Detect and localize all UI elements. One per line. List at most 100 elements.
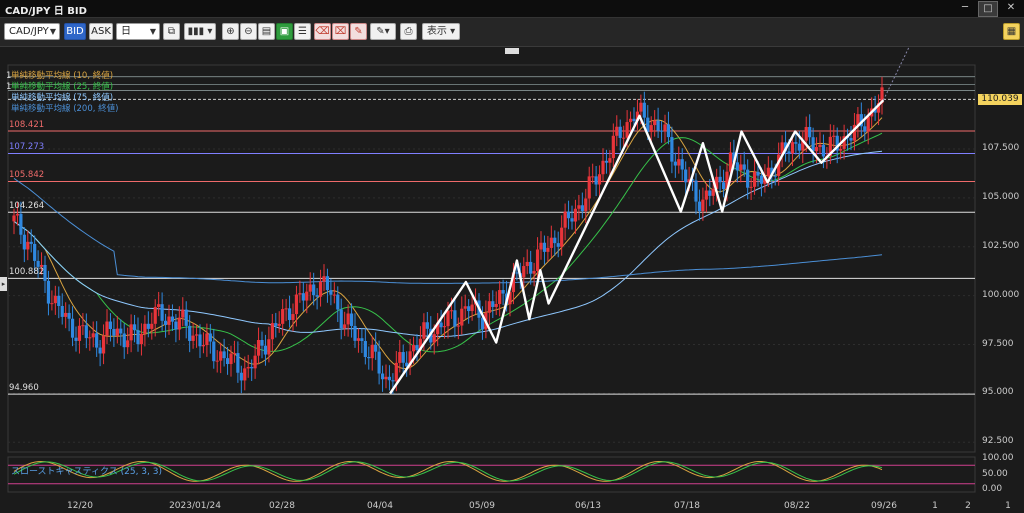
candle <box>436 322 440 335</box>
candle <box>81 325 85 327</box>
candle <box>790 142 795 154</box>
x-tick-label: 09/26 <box>871 501 897 511</box>
zoom-in-icon[interactable]: ⊕ <box>222 23 239 40</box>
grid-settings-icon[interactable]: ▦ <box>1003 23 1020 40</box>
zoom-out-icon[interactable]: ⊖ <box>240 23 257 40</box>
stoch-tick-label: 0.00 <box>982 484 1003 494</box>
draw-clear-icon[interactable]: ⌧ <box>332 23 349 40</box>
legend-sma-200: 単純移動平均線 (200, 終値) <box>11 104 118 115</box>
candle <box>425 322 429 329</box>
layout-icon[interactable]: ▤ <box>258 23 275 40</box>
candle <box>284 308 288 310</box>
x-tick-label: 06/13 <box>575 501 601 511</box>
candle <box>759 175 764 184</box>
screenshot-icon[interactable]: ⎙ <box>400 23 417 40</box>
candle <box>418 338 423 351</box>
candle <box>511 272 516 293</box>
candle <box>604 160 609 163</box>
candle <box>250 366 254 369</box>
symbol-select[interactable]: CAD/JPY ▼ <box>4 23 60 40</box>
candle <box>553 237 557 244</box>
candle <box>318 281 323 297</box>
x-tick-label: 02/28 <box>269 501 295 511</box>
candle <box>849 138 853 141</box>
candle <box>608 158 612 163</box>
candle <box>625 122 629 138</box>
candle <box>711 188 715 196</box>
candle <box>332 294 336 296</box>
candle <box>253 355 257 369</box>
display-menu-button[interactable]: 表示 ▾ <box>422 23 460 40</box>
panel-list-icon[interactable]: ☰ <box>294 23 311 40</box>
candle <box>467 306 471 312</box>
x-tick-label: 2023/01/24 <box>169 501 221 511</box>
bid-button[interactable]: BID <box>64 23 86 40</box>
candle <box>635 111 640 122</box>
candle <box>794 142 798 144</box>
pen-tool-button[interactable]: ✎▾ <box>370 23 396 40</box>
candle <box>194 334 199 336</box>
candle <box>684 169 688 183</box>
pen-icon: ✎ <box>376 26 385 37</box>
candle <box>84 325 88 339</box>
candle <box>773 175 777 177</box>
price-line-label: 100.882 <box>9 267 45 278</box>
candle <box>398 352 402 363</box>
candle <box>873 108 877 113</box>
ask-button[interactable]: ASK <box>89 23 113 40</box>
candle <box>188 325 192 341</box>
top-collapse-handle[interactable] <box>505 48 519 54</box>
candle <box>256 339 261 356</box>
candle <box>287 308 292 320</box>
candle <box>777 154 781 176</box>
minimize-button[interactable]: ─ <box>961 2 969 13</box>
candle <box>525 261 529 267</box>
candle <box>322 276 326 282</box>
period-select-value: 日 <box>121 26 131 37</box>
stochastic-label: スローストキャスティクス (25, 3, 3) <box>11 467 162 477</box>
candle <box>487 301 491 313</box>
candle <box>160 304 164 321</box>
maximize-button[interactable]: □ <box>978 1 998 17</box>
candle <box>312 284 316 296</box>
side-collapse-handle[interactable]: ▸ <box>0 277 7 291</box>
candle <box>394 362 398 382</box>
draw-delete-icon[interactable]: ⌫ <box>314 23 331 40</box>
candle <box>415 345 419 351</box>
candle <box>105 321 109 336</box>
candle <box>53 295 57 304</box>
period-select[interactable]: 日 ▼ <box>116 23 160 40</box>
current-price-tag: 110.039 <box>978 94 1022 106</box>
compare-icon[interactable]: ⧉ <box>163 23 180 40</box>
candle <box>29 241 33 244</box>
candle <box>263 345 268 355</box>
candle <box>735 162 739 171</box>
candle <box>649 125 653 132</box>
candle <box>535 249 540 271</box>
window-title: CAD/JPY 日 BID <box>5 6 87 17</box>
x-tick-label: 12/20 <box>67 501 93 511</box>
candle <box>659 130 664 132</box>
candle <box>715 176 719 189</box>
symbol-select-value: CAD/JPY <box>9 26 49 37</box>
candle <box>618 126 622 138</box>
candle <box>36 260 40 267</box>
candle <box>219 351 223 361</box>
stoch-d-line <box>13 461 883 482</box>
draw-eraser-icon[interactable]: ✎ <box>350 23 367 40</box>
candle <box>60 305 64 317</box>
panel-toggle-icon[interactable]: ▣ <box>276 23 293 40</box>
y-tick-label: 105.000 <box>982 191 1020 202</box>
candle <box>701 199 705 212</box>
candle <box>746 169 750 188</box>
candle <box>453 310 457 327</box>
close-button[interactable]: ✕ <box>1006 2 1016 13</box>
candle <box>19 213 23 235</box>
chart-type-button[interactable]: ▮▮▮ ▾ <box>184 23 216 40</box>
candle <box>611 135 615 159</box>
candle <box>115 328 119 336</box>
candle <box>780 142 784 155</box>
candle <box>442 326 447 328</box>
candle <box>880 87 884 104</box>
candle <box>353 325 357 341</box>
